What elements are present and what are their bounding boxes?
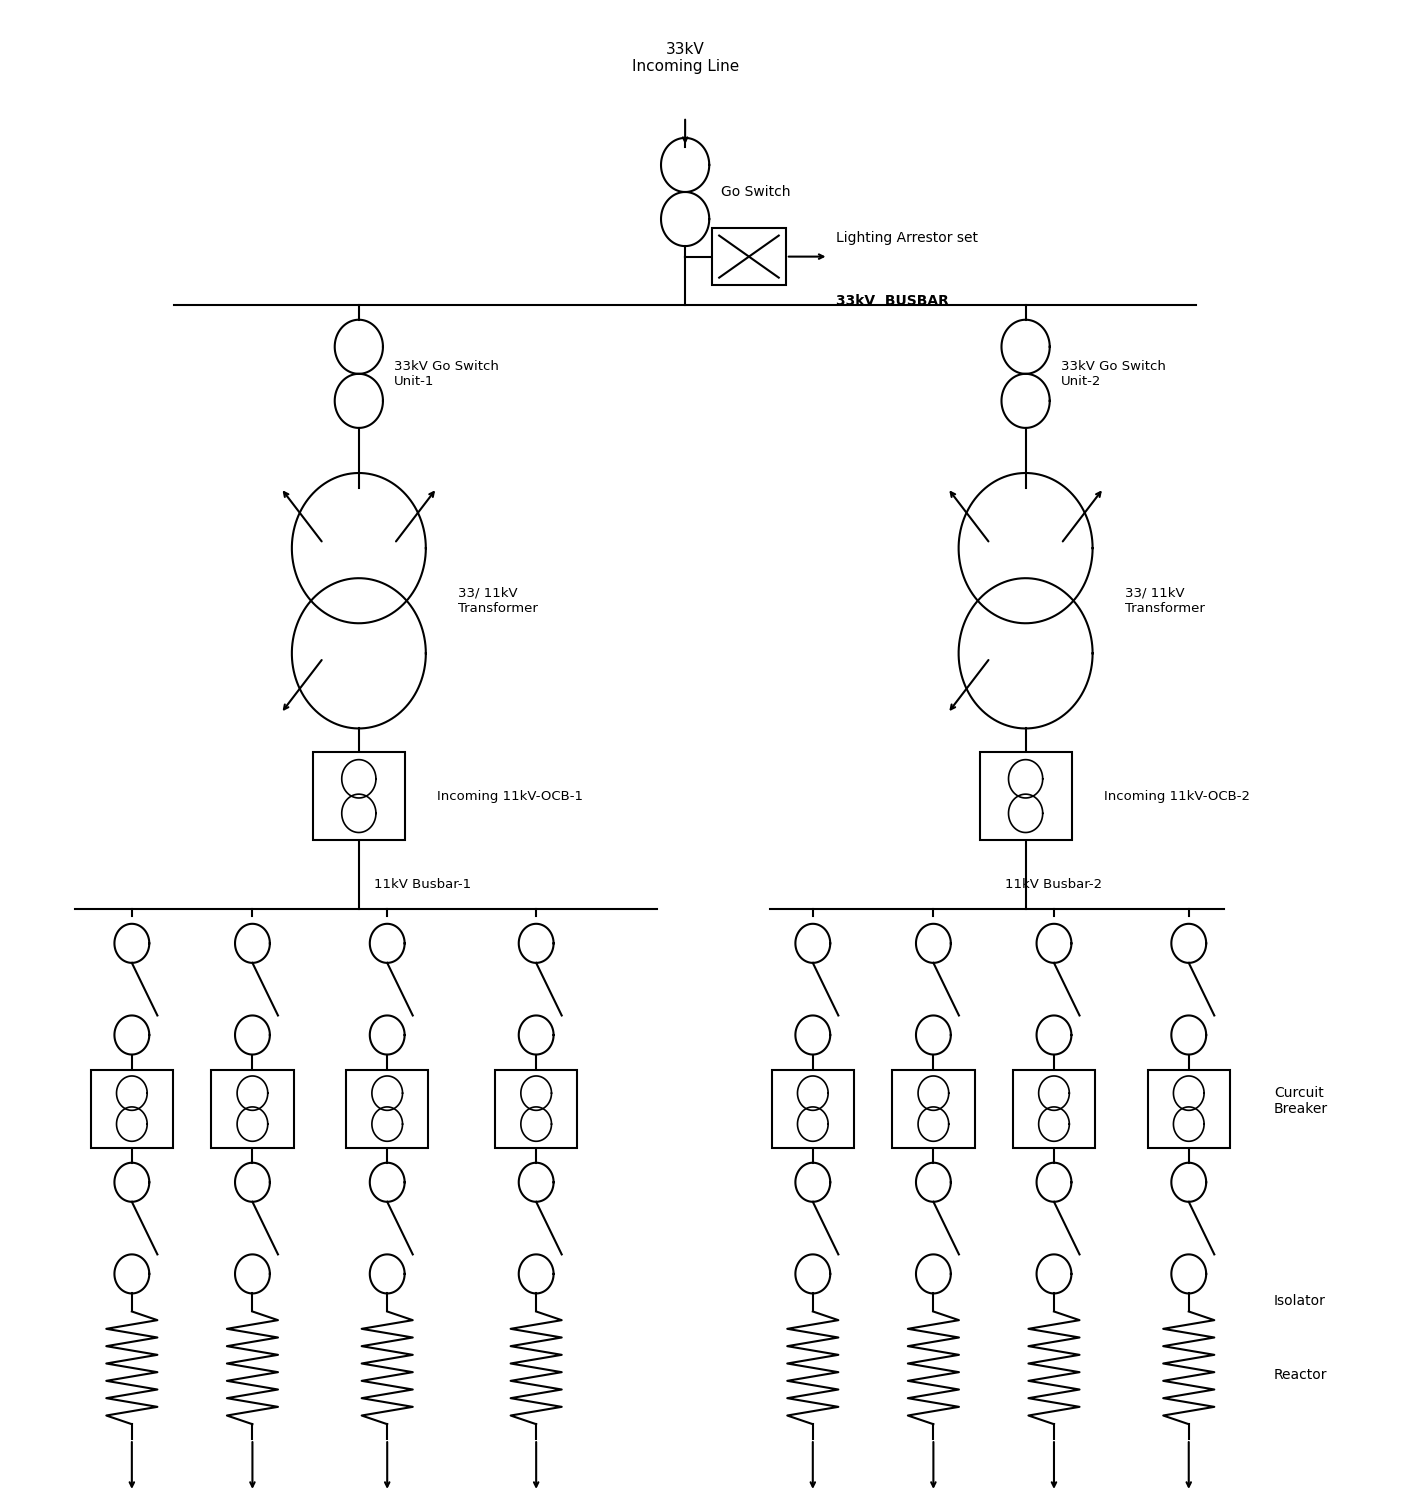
Bar bbox=[979, 752, 1072, 840]
Text: Incoming 11kV-OCB-1: Incoming 11kV-OCB-1 bbox=[437, 790, 582, 802]
Bar bbox=[772, 1070, 853, 1148]
Text: Reactor: Reactor bbox=[1274, 1369, 1327, 1383]
Bar bbox=[313, 752, 405, 840]
Bar bbox=[712, 228, 786, 286]
Bar bbox=[347, 1070, 428, 1148]
Bar bbox=[211, 1070, 294, 1148]
Text: Lighting Arrestor set: Lighting Arrestor set bbox=[835, 231, 977, 245]
Text: 11kV Busbar-1: 11kV Busbar-1 bbox=[374, 878, 471, 891]
Text: 33/ 11kV
Transformer: 33/ 11kV Transformer bbox=[1124, 586, 1204, 615]
Text: Incoming 11kV-OCB-2: Incoming 11kV-OCB-2 bbox=[1103, 790, 1250, 802]
Bar bbox=[1147, 1070, 1230, 1148]
Bar bbox=[892, 1070, 975, 1148]
Bar bbox=[91, 1070, 173, 1148]
Text: Isolator: Isolator bbox=[1274, 1293, 1326, 1309]
Text: 33/ 11kV
Transformer: 33/ 11kV Transformer bbox=[458, 586, 538, 615]
Text: 33kV Go Switch
Unit-1: 33kV Go Switch Unit-1 bbox=[394, 360, 499, 388]
Text: 33kV Go Switch
Unit-2: 33kV Go Switch Unit-2 bbox=[1062, 360, 1166, 388]
Text: Curcuit
Breaker: Curcuit Breaker bbox=[1274, 1086, 1329, 1117]
Bar bbox=[1013, 1070, 1095, 1148]
Bar bbox=[495, 1070, 578, 1148]
Text: 33kV
Incoming Line: 33kV Incoming Line bbox=[632, 42, 739, 74]
Text: 33kV  BUSBAR: 33kV BUSBAR bbox=[835, 295, 949, 308]
Text: Go Switch: Go Switch bbox=[721, 184, 791, 199]
Text: 11kV Busbar-2: 11kV Busbar-2 bbox=[1006, 878, 1103, 891]
